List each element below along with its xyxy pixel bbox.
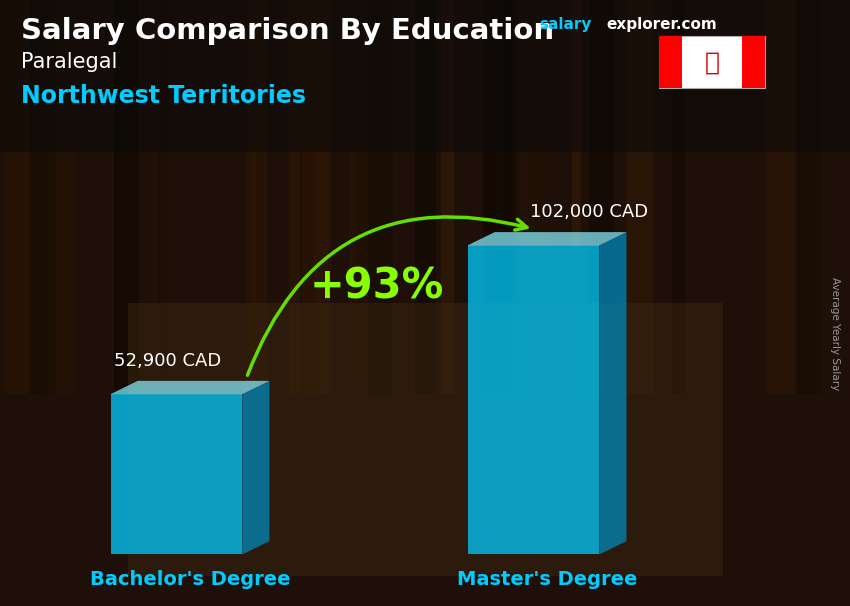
Bar <box>128 303 722 576</box>
Bar <box>314 0 328 394</box>
Bar <box>483 0 511 394</box>
Bar <box>589 0 614 394</box>
Bar <box>766 0 796 394</box>
Bar <box>246 0 257 394</box>
Text: Master's Degree: Master's Degree <box>456 570 638 588</box>
Bar <box>490 0 502 394</box>
FancyBboxPatch shape <box>659 36 765 88</box>
Text: Bachelor's Degree: Bachelor's Degree <box>90 570 290 588</box>
Bar <box>484 0 496 394</box>
Text: Salary Comparison By Education: Salary Comparison By Education <box>21 17 554 45</box>
Bar <box>503 0 518 394</box>
Polygon shape <box>110 381 269 394</box>
Bar <box>28 0 55 394</box>
Bar <box>672 0 685 394</box>
Bar <box>0 0 850 152</box>
Bar <box>113 0 128 394</box>
Text: Paralegal: Paralegal <box>21 52 117 72</box>
Polygon shape <box>110 394 242 554</box>
Text: Northwest Territories: Northwest Territories <box>21 84 306 108</box>
Bar <box>251 0 267 394</box>
Bar <box>535 0 550 394</box>
Text: Average Yearly Salary: Average Yearly Salary <box>830 277 840 390</box>
Bar <box>626 0 654 394</box>
Bar <box>515 0 542 394</box>
Bar <box>148 0 163 394</box>
Bar <box>114 0 139 394</box>
Bar <box>659 36 682 88</box>
Bar <box>441 0 454 394</box>
Polygon shape <box>242 381 269 554</box>
Bar <box>288 0 303 394</box>
Text: +93%: +93% <box>310 266 445 308</box>
Text: 52,900 CAD: 52,900 CAD <box>114 352 222 370</box>
Bar <box>355 0 366 394</box>
Bar <box>290 0 300 394</box>
Bar <box>797 0 822 394</box>
Bar <box>47 0 74 394</box>
Text: 102,000 CAD: 102,000 CAD <box>530 203 649 221</box>
Bar <box>158 0 167 394</box>
Bar <box>303 0 332 394</box>
Polygon shape <box>468 232 626 245</box>
Text: salary: salary <box>540 17 592 32</box>
Polygon shape <box>599 232 626 554</box>
Text: explorer.com: explorer.com <box>606 17 717 32</box>
Polygon shape <box>468 245 599 554</box>
Bar <box>416 0 436 394</box>
Bar <box>741 36 765 88</box>
Bar <box>368 0 394 394</box>
Text: 🍁: 🍁 <box>705 50 719 74</box>
Bar <box>348 0 364 394</box>
Bar <box>4 0 31 394</box>
Bar <box>572 0 581 394</box>
